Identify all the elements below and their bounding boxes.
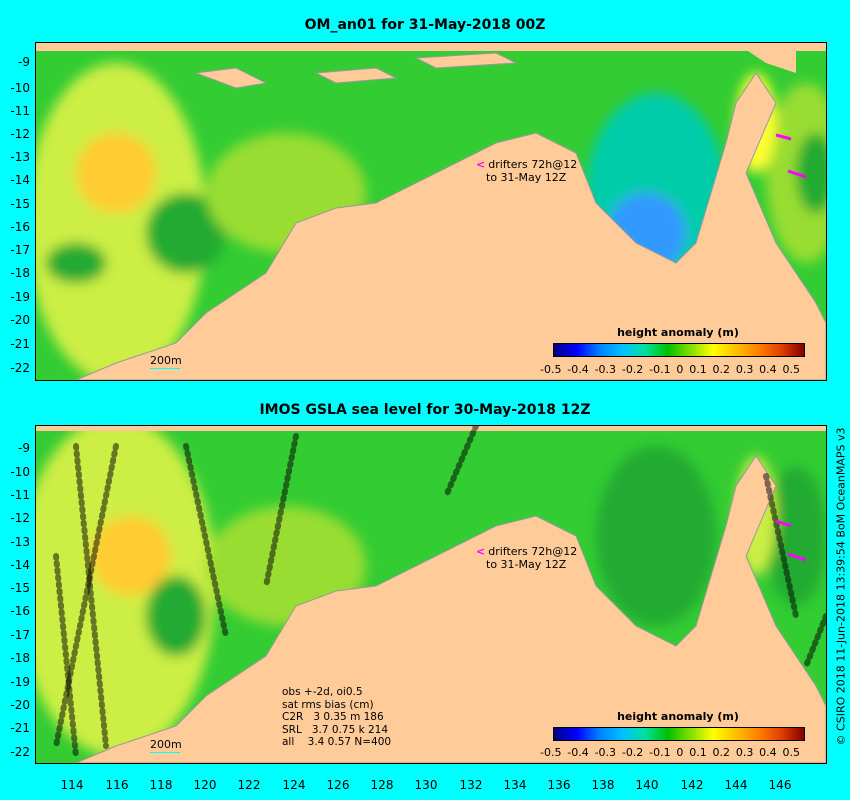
x-tick: 116 xyxy=(105,778,129,792)
bottom-drifters-note: < drifters 72h@12 to 31-May 12Z xyxy=(476,545,578,571)
drifters-line2: to 31-May 12Z xyxy=(486,558,567,571)
drifters-line1: drifters 72h@12 xyxy=(488,158,578,171)
y-tick: -17 xyxy=(10,243,30,257)
y-tick: -16 xyxy=(10,220,30,234)
x-tick: 134 xyxy=(503,778,527,792)
y-tick: -19 xyxy=(10,290,30,304)
y-tick: -22 xyxy=(10,361,30,375)
stats-row: all 3.4 0.57 N=400 xyxy=(282,736,392,748)
x-tick: 130 xyxy=(414,778,438,792)
stats-row: SRL 3.7 0.75 k 214 xyxy=(282,723,389,736)
x-tick: 136 xyxy=(547,778,571,792)
y-tick: -14 xyxy=(10,173,30,187)
y-tick: -18 xyxy=(10,651,30,665)
y-tick: -9 xyxy=(18,55,30,69)
y-tick: -20 xyxy=(10,313,30,327)
top-map[interactable] xyxy=(35,42,827,381)
stats-row: C2R 3 0.35 m 186 xyxy=(282,711,384,723)
y-tick: -10 xyxy=(10,465,30,479)
top-colorbar-ticks: -0.5 -0.4 -0.3 -0.2 -0.1 0 0.1 0.2 0.3 0.4 0.5 xyxy=(540,363,800,376)
y-tick: -12 xyxy=(10,127,30,141)
x-tick: 144 xyxy=(724,778,748,792)
y-tick: -19 xyxy=(10,675,30,689)
top-colorbar xyxy=(553,343,805,357)
y-tick: -18 xyxy=(10,266,30,280)
x-tick: 140 xyxy=(635,778,659,792)
y-tick: -22 xyxy=(10,745,30,759)
x-tick: 146 xyxy=(768,778,792,792)
x-tick: 122 xyxy=(237,778,261,792)
top-panel-title: OM_an01 for 31-May-2018 00Z xyxy=(304,17,546,33)
x-tick: 126 xyxy=(326,778,350,792)
y-tick: -21 xyxy=(10,337,30,351)
y-tick: -17 xyxy=(10,628,30,642)
y-tick: -13 xyxy=(10,535,30,549)
bottom-map-graphic xyxy=(36,426,826,763)
obs-stats: obs +-2d, oi0.5 sat rms bias (cm) C2R 3 0.… xyxy=(282,686,392,748)
y-tick: -10 xyxy=(10,81,30,95)
y-tick: -11 xyxy=(10,488,30,502)
y-tick: -11 xyxy=(10,104,30,118)
y-tick: -20 xyxy=(10,698,30,712)
x-tick: 124 xyxy=(282,778,306,792)
x-tick: 114 xyxy=(60,778,84,792)
drifters-line1: drifters 72h@12 xyxy=(488,545,578,558)
y-tick: -15 xyxy=(10,581,30,595)
bottom-map[interactable] xyxy=(35,425,827,764)
x-tick: 118 xyxy=(149,778,173,792)
bottom-colorbar xyxy=(553,727,805,741)
bottom-colorbar-ticks: -0.5 -0.4 -0.3 -0.2 -0.1 0 0.1 0.2 0.3 0.4 0.5 xyxy=(540,746,800,759)
y-tick: -14 xyxy=(10,558,30,572)
x-tick: 138 xyxy=(591,778,615,792)
top-map-graphic xyxy=(36,43,826,380)
x-tick: 120 xyxy=(193,778,217,792)
y-tick: -16 xyxy=(10,604,30,618)
y-tick: -15 xyxy=(10,197,30,211)
bottom-legend-title: height anomaly (m) xyxy=(617,710,739,723)
credit-text: © CSIRO 2018 11-Jun-2018 13:39:54 BoM Oc… xyxy=(834,427,848,746)
y-tick: -21 xyxy=(10,721,30,735)
bottom-panel-title: IMOS GSLA sea level for 30-May-2018 12Z xyxy=(259,402,591,418)
top-scale-label: 200m xyxy=(150,354,182,369)
bottom-scale-label: 200m xyxy=(150,738,182,753)
y-tick: -9 xyxy=(18,441,30,455)
y-tick: -12 xyxy=(10,511,30,525)
drifters-line2: to 31-May 12Z xyxy=(486,171,567,184)
top-legend-title: height anomaly (m) xyxy=(617,326,739,339)
x-tick: 128 xyxy=(370,778,394,792)
x-tick: 142 xyxy=(680,778,704,792)
x-tick: 132 xyxy=(459,778,483,792)
top-drifters-note: < drifters 72h@12 to 31-May 12Z xyxy=(476,158,578,184)
y-tick: -13 xyxy=(10,150,30,164)
